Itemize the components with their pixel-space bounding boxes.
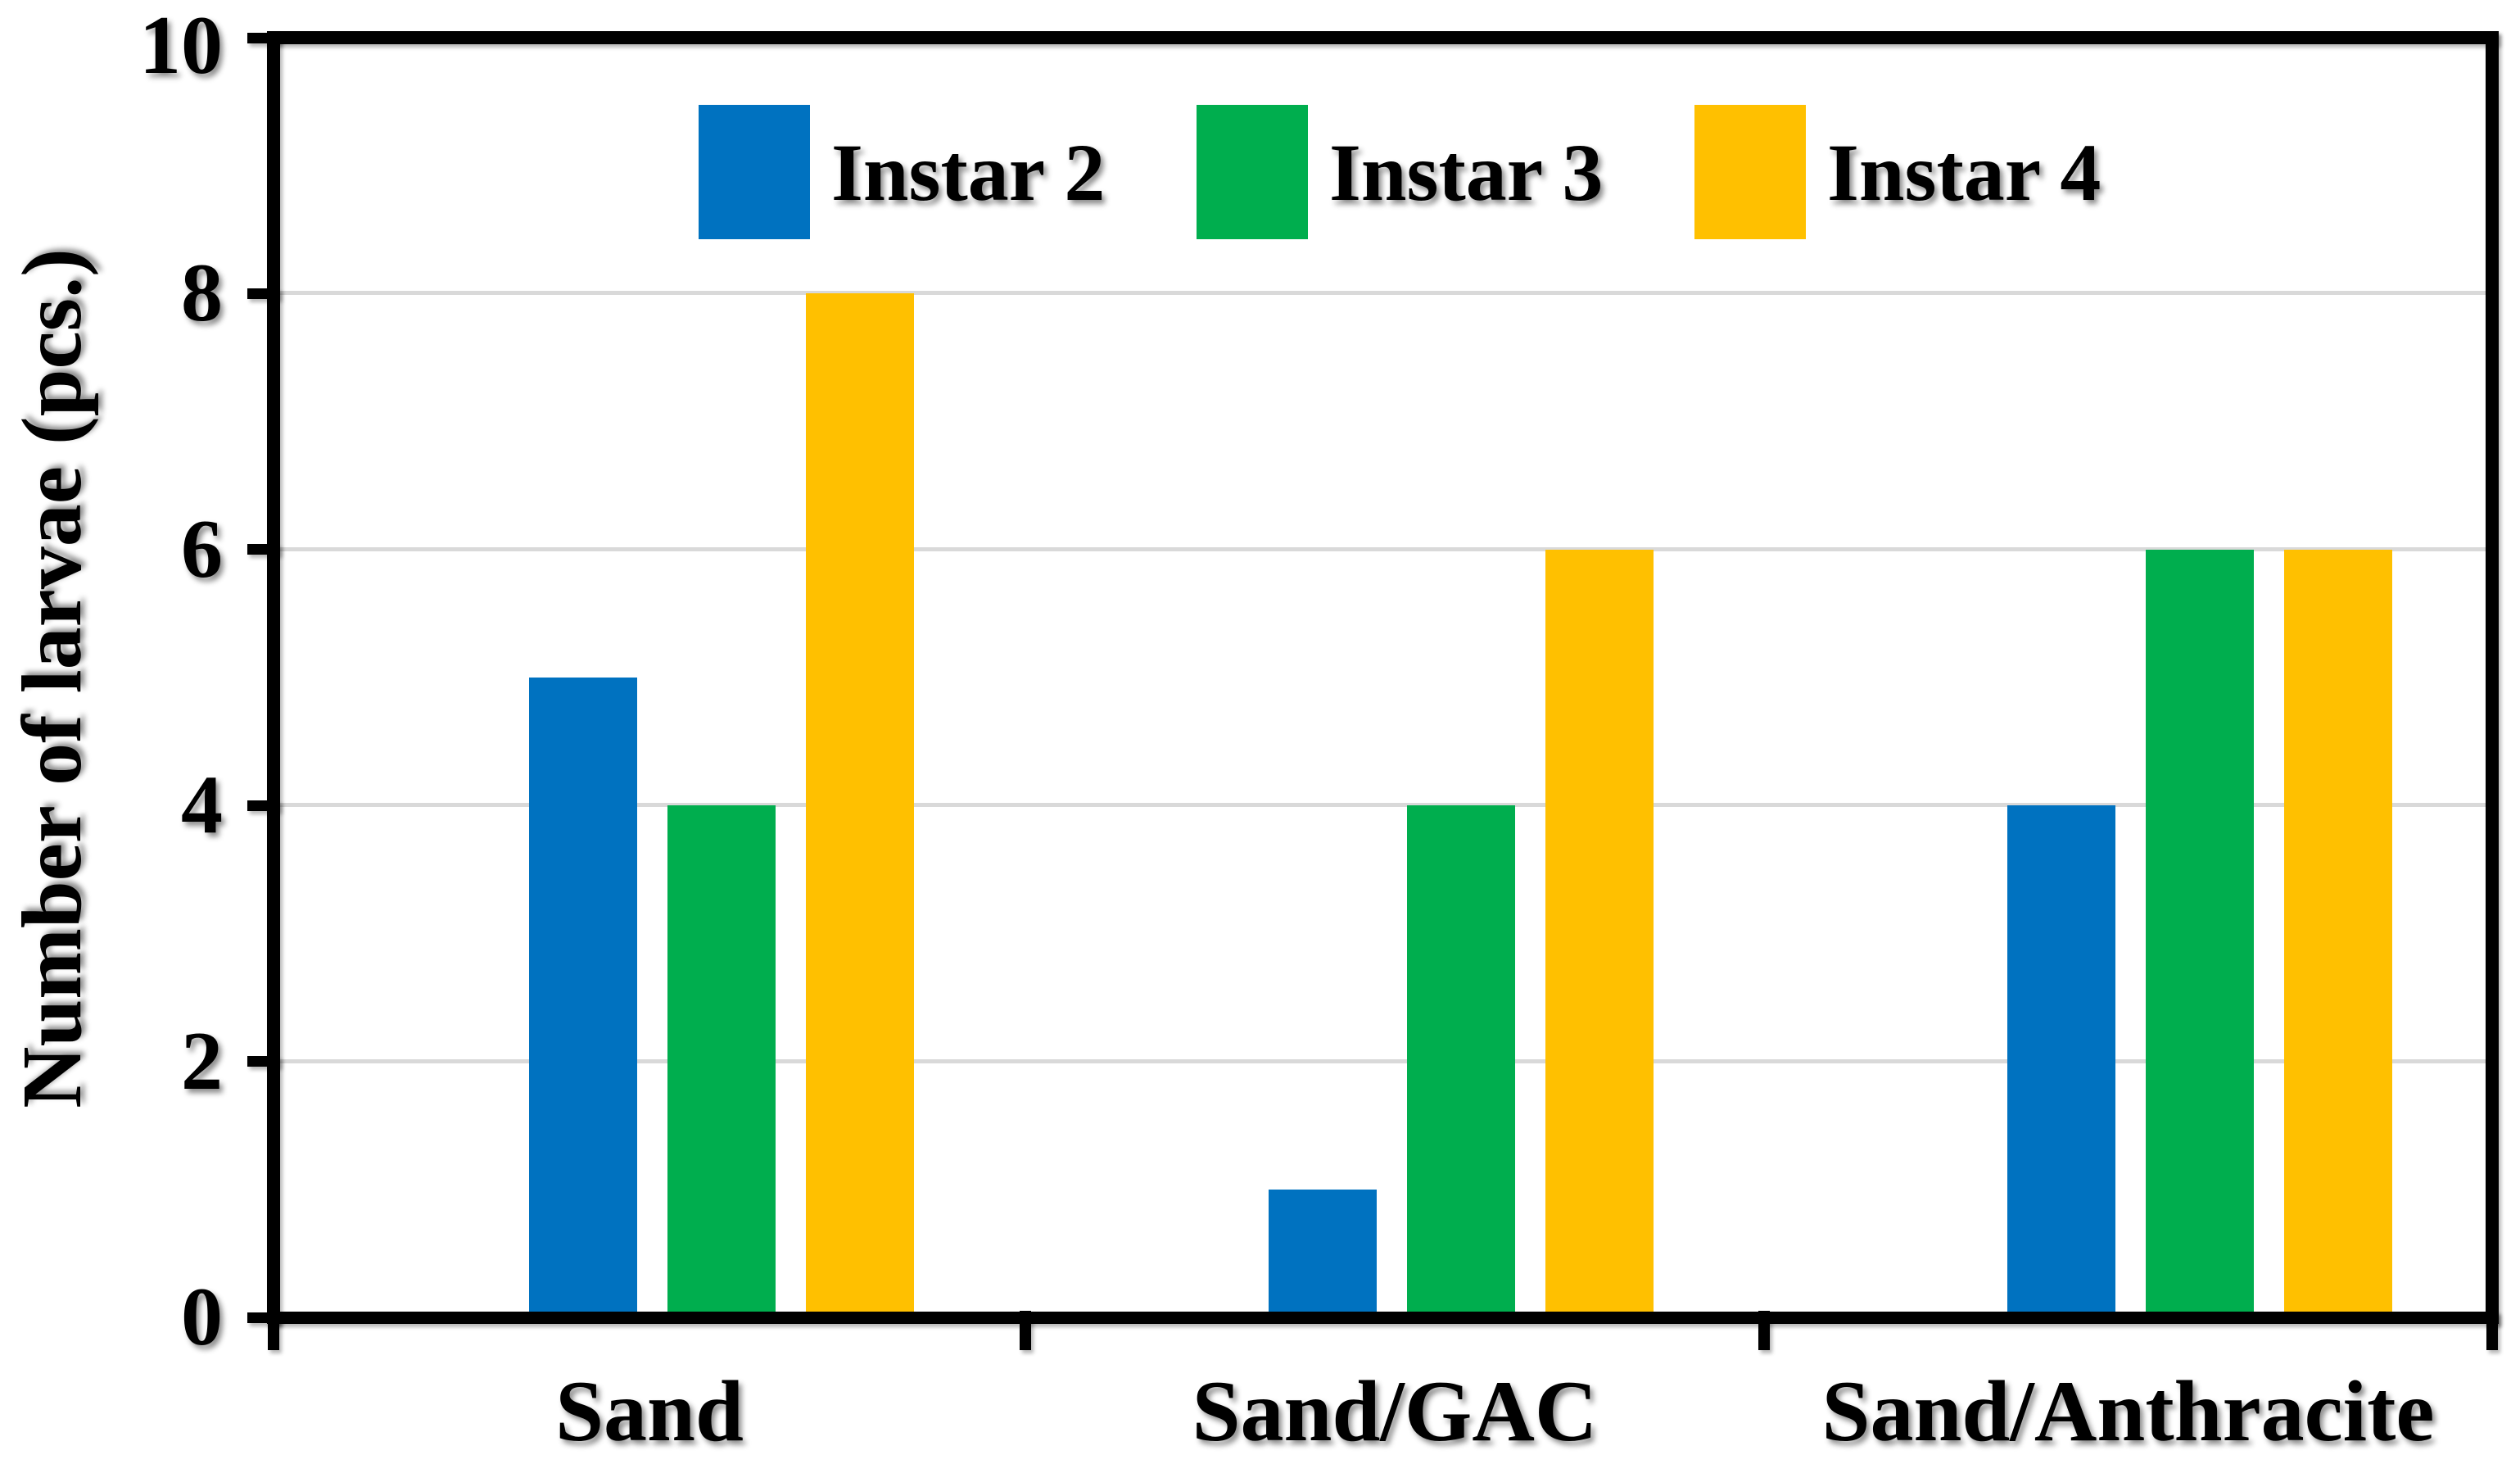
y-tick-label: 10 <box>139 0 223 92</box>
y-axis-tick <box>247 288 280 299</box>
y-axis-line <box>267 31 280 1324</box>
legend-swatch-instar-3 <box>1197 105 1308 239</box>
bar-instar-4 <box>806 293 914 1317</box>
y-tick-label: 4 <box>181 759 223 852</box>
bar-instar-2 <box>1268 1189 1377 1317</box>
x-category-label: Sand/Anthracite <box>1821 1363 2435 1459</box>
legend-label: Instar 4 <box>1827 126 2102 218</box>
y-axis-tick <box>247 800 280 811</box>
y-axis-tick <box>247 1056 280 1067</box>
x-category-label: Sand <box>555 1363 744 1459</box>
x-axis-tick <box>2486 1311 2498 1350</box>
legend-swatch-instar-2 <box>699 105 810 239</box>
x-axis-tick <box>1758 1311 1770 1350</box>
y-tick-label: 6 <box>181 502 223 596</box>
y-axis-title: Number of larvae (pcs.) <box>5 248 99 1108</box>
bar-instar-2 <box>529 678 637 1317</box>
bar-instar-3 <box>1406 805 1515 1317</box>
bar-instar-4 <box>1545 549 1654 1317</box>
plot-top-border <box>267 31 2499 44</box>
y-axis-tick <box>247 544 280 555</box>
y-tick-label: 0 <box>181 1271 223 1363</box>
legend-label: Instar 2 <box>831 126 1106 218</box>
x-axis-line <box>267 1311 2499 1324</box>
x-axis-tick <box>268 1311 279 1350</box>
legend-label: Instar 3 <box>1329 126 1604 218</box>
x-axis-tick <box>1020 1311 1031 1350</box>
y-axis-tick <box>247 32 280 43</box>
y-tick-label: 2 <box>181 1014 223 1108</box>
bar-instar-3 <box>667 805 776 1317</box>
gridline <box>274 546 2492 551</box>
legend-swatch-instar-4 <box>1694 105 1806 239</box>
gridline <box>274 803 2492 808</box>
y-tick-label: 8 <box>181 247 223 340</box>
x-category-label: Sand/GAC <box>1192 1363 1598 1459</box>
bar-instar-3 <box>2146 549 2254 1317</box>
right-spine <box>2486 31 2499 1324</box>
gridline <box>274 291 2492 296</box>
gridline <box>274 1058 2492 1063</box>
bar-instar-2 <box>2007 805 2115 1317</box>
bar-instar-4 <box>2284 549 2392 1317</box>
